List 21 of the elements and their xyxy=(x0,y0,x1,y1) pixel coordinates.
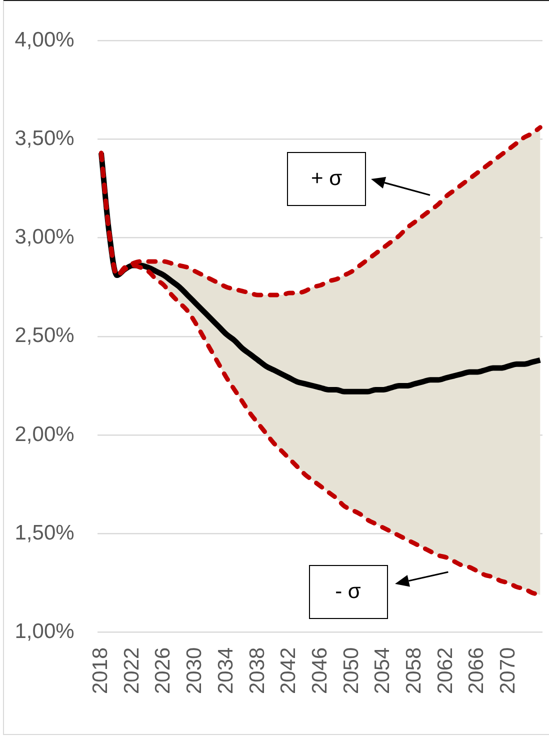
y-tick-label: 4,00% xyxy=(14,28,74,52)
y-tick-label: 1,50% xyxy=(14,521,74,544)
y-tick-label: 2,50% xyxy=(14,324,74,348)
x-tick-label: 2050 xyxy=(340,647,363,694)
y-tick-label: 3,00% xyxy=(14,226,74,249)
x-tick-label: 2058 xyxy=(402,647,426,694)
y-tick-label: 1,00% xyxy=(14,620,74,644)
x-tick-label: 2066 xyxy=(465,647,488,694)
x-tick-label: 2030 xyxy=(183,647,206,694)
x-tick-label: 2038 xyxy=(246,647,269,694)
x-tick-label: 2054 xyxy=(371,646,394,694)
y-tick-label: 2,00% xyxy=(14,422,74,446)
x-tick-label: 2042 xyxy=(277,647,300,694)
x-tick-label: 2046 xyxy=(308,647,332,694)
x-tick-label: 2022 xyxy=(120,647,144,694)
x-tick-label: 2026 xyxy=(152,647,175,694)
x-tick-label: 2034 xyxy=(214,646,238,694)
x-tick-label: 2070 xyxy=(496,647,520,694)
y-tick-label: 3,50% xyxy=(14,127,74,150)
x-tick-label: 2062 xyxy=(434,647,457,694)
x-tick-label: 2018 xyxy=(89,647,112,694)
